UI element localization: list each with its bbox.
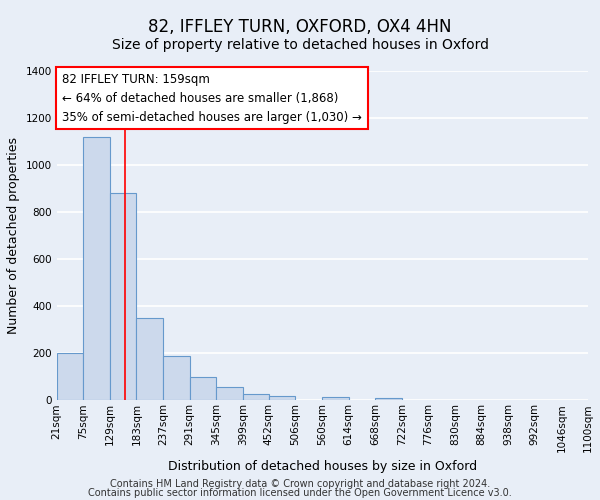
Bar [136,318,163,400]
Text: Contains public sector information licensed under the Open Government Licence v3: Contains public sector information licen… [88,488,512,498]
Bar [83,137,110,400]
Y-axis label: Number of detached properties: Number of detached properties [7,137,20,334]
Bar [243,394,269,400]
X-axis label: Distribution of detached houses by size in Oxford: Distribution of detached houses by size … [168,460,477,473]
Bar [269,396,295,400]
Bar [110,194,136,400]
Bar [216,388,243,400]
Bar [322,397,349,400]
Bar [375,398,402,400]
Text: Size of property relative to detached houses in Oxford: Size of property relative to detached ho… [112,38,488,52]
Text: 82 IFFLEY TURN: 159sqm
← 64% of detached houses are smaller (1,868)
35% of semi-: 82 IFFLEY TURN: 159sqm ← 64% of detached… [62,72,362,124]
Text: 82, IFFLEY TURN, OXFORD, OX4 4HN: 82, IFFLEY TURN, OXFORD, OX4 4HN [148,18,452,36]
Bar [56,354,83,401]
Bar [190,377,216,400]
Bar [163,356,190,401]
Text: Contains HM Land Registry data © Crown copyright and database right 2024.: Contains HM Land Registry data © Crown c… [110,479,490,489]
